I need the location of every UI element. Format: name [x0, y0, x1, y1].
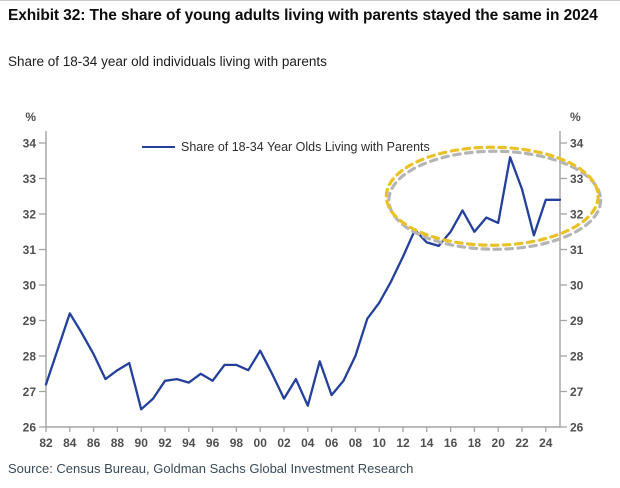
- exhibit-title: Exhibit 32: The share of young adults li…: [8, 7, 598, 24]
- y-tick-label-right: 31: [570, 243, 584, 257]
- x-tick-label: 22: [515, 436, 529, 450]
- y-tick-label-left: 31: [23, 243, 37, 257]
- y-tick-label-left: 30: [23, 279, 37, 293]
- x-tick-label: 98: [230, 436, 244, 450]
- source-note: Source: Census Bureau, Goldman Sachs Glo…: [8, 461, 414, 476]
- y-tick-label-left: 27: [23, 385, 37, 399]
- data-line: [44, 156, 562, 411]
- y-tick-label-left: 29: [23, 314, 37, 328]
- y-tick-label-right: 30: [570, 279, 584, 293]
- x-tick-label: 86: [87, 436, 101, 450]
- x-tick-label: 92: [158, 436, 172, 450]
- x-tick-label: 24: [539, 436, 553, 450]
- x-tick-label: 96: [206, 436, 220, 450]
- y-tick-label-right: 32: [570, 208, 584, 222]
- legend-label: Share of 18-34 Year Olds Living with Par…: [181, 140, 430, 154]
- x-tick-label: 10: [373, 436, 387, 450]
- chart-subtitle: Share of 18-34 year old individuals livi…: [8, 54, 327, 69]
- y-unit-label-left: %: [25, 110, 36, 124]
- x-tick-label: 94: [182, 436, 196, 450]
- y-unit-label-right: %: [570, 110, 581, 124]
- x-tick-label: 18: [468, 436, 482, 450]
- highlight-ellipse: [384, 145, 600, 247]
- line-chart: 26 26 27 27 28 28 29 29 30 30 31 31 32 32 33 33 34 34% % 82…: [23, 110, 603, 450]
- y-tick-label-right: 34: [570, 137, 584, 151]
- x-tick-label: 82: [39, 436, 53, 450]
- y-tick-label-right: 27: [570, 385, 584, 399]
- x-tick-label: 04: [301, 436, 315, 450]
- x-tick-label: 20: [492, 436, 506, 450]
- x-tick-label: 12: [396, 436, 410, 450]
- x-tick-label: 16: [444, 436, 458, 450]
- legend: Share of 18-34 Year Olds Living with Par…: [142, 140, 430, 154]
- y-tick-label-left: 26: [23, 421, 37, 435]
- y-tick-label-left: 28: [23, 350, 37, 364]
- y-tick-label-left: 32: [23, 208, 37, 222]
- x-tick-label: 00: [254, 436, 268, 450]
- y-tick-label-right: 28: [570, 350, 584, 364]
- x-tick-label: 02: [277, 436, 291, 450]
- y-tick-label-right: 33: [570, 172, 584, 186]
- highlight-ellipse-shadow: [387, 149, 603, 251]
- y-tick-label-right: 29: [570, 314, 584, 328]
- legend-line-icon: [142, 146, 175, 148]
- x-tick-label: 06: [325, 436, 339, 450]
- x-tick-label: 08: [349, 436, 363, 450]
- x-tick-label: 90: [135, 436, 149, 450]
- y-tick-label-right: 26: [570, 421, 584, 435]
- x-tick-label: 14: [420, 436, 434, 450]
- y-tick-label-left: 34: [23, 137, 37, 151]
- x-tick-label: 84: [63, 436, 77, 450]
- x-tick-label: 88: [111, 436, 125, 450]
- y-tick-label-left: 33: [23, 172, 37, 186]
